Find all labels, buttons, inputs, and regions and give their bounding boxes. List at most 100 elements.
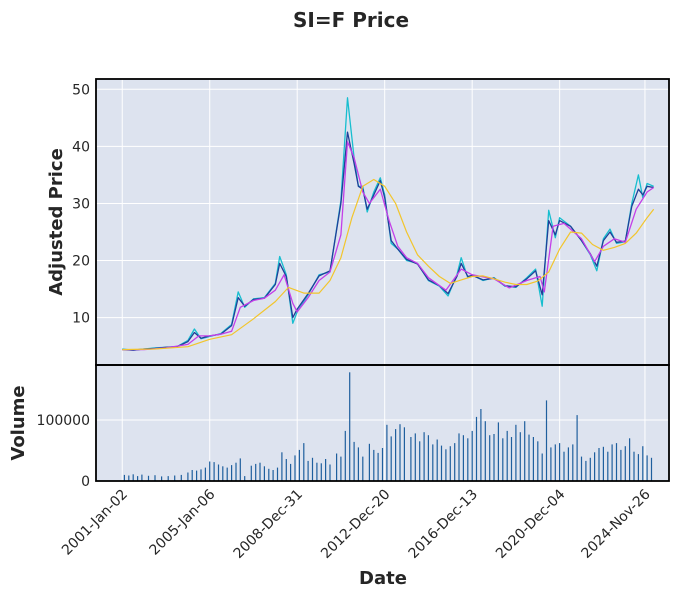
volume-bar bbox=[255, 463, 257, 481]
volume-bar bbox=[607, 451, 609, 481]
x-axis-label: Date bbox=[359, 568, 407, 589]
volume-bar bbox=[585, 460, 587, 481]
volume-bar bbox=[316, 462, 318, 481]
volume-bar bbox=[235, 462, 237, 481]
price-y-tick-label: 30 bbox=[72, 196, 90, 212]
volume-bar bbox=[167, 476, 169, 481]
volume-bar bbox=[200, 469, 202, 481]
volume-bar bbox=[440, 445, 443, 481]
volume-bar bbox=[123, 474, 125, 481]
volume-bar bbox=[196, 470, 198, 481]
volume-bar bbox=[602, 446, 604, 481]
volume-bar bbox=[298, 449, 300, 481]
volume-bar bbox=[419, 441, 421, 481]
volume-bar bbox=[132, 474, 134, 481]
volume-bar bbox=[191, 470, 193, 481]
volume-bar bbox=[231, 465, 233, 481]
volume-bar bbox=[432, 444, 434, 481]
price-y-tick-label: 40 bbox=[72, 139, 90, 155]
price-y-ticks: 10 20 30 40 50 bbox=[72, 82, 90, 326]
volume-bar bbox=[395, 429, 397, 481]
volume-bar bbox=[629, 438, 631, 481]
volume-bar bbox=[325, 459, 327, 481]
volume-bar bbox=[510, 437, 513, 481]
volume-bar bbox=[414, 433, 416, 481]
volume-bar bbox=[489, 435, 491, 481]
volume-bar bbox=[506, 430, 508, 481]
price-panel: 10 20 30 40 50 Adjusted Price bbox=[46, 79, 669, 365]
volume-panel-frame bbox=[95, 364, 670, 482]
volume-bar bbox=[515, 424, 517, 481]
volume-bar bbox=[624, 446, 626, 481]
x-tick-label: 2001-Jan-02 bbox=[59, 487, 131, 559]
volume-bar bbox=[646, 455, 648, 481]
price-series-line-2 bbox=[122, 131, 654, 351]
volume-bar bbox=[589, 457, 591, 481]
volume-bar bbox=[454, 443, 456, 481]
volume-bar bbox=[650, 457, 653, 481]
volume-bar bbox=[259, 462, 261, 481]
volume-bar bbox=[519, 432, 521, 481]
volume-bar bbox=[493, 434, 495, 481]
volume-bar bbox=[386, 424, 388, 481]
volume-bar bbox=[204, 467, 206, 481]
volume-bar bbox=[290, 463, 292, 481]
volume-bar bbox=[244, 476, 246, 481]
price-series-line-3 bbox=[122, 141, 655, 351]
volume-bar bbox=[497, 422, 499, 481]
volume-bar bbox=[436, 439, 438, 481]
volume-bar bbox=[633, 451, 635, 481]
volume-panel: 0 100000 Volume bbox=[8, 365, 669, 490]
volume-bar bbox=[353, 441, 355, 481]
volume-bar bbox=[528, 434, 530, 481]
volume-bar bbox=[128, 475, 130, 481]
volume-bar bbox=[563, 451, 565, 481]
volume-bar bbox=[545, 400, 548, 481]
volume-bar bbox=[524, 421, 526, 481]
x-tick-label: 2024-Nov-26 bbox=[578, 486, 653, 561]
x-axis-ticks: 2001-Jan-02 2005-Jan-06 2008-Dec-31 2012-De… bbox=[59, 486, 654, 561]
volume-bar bbox=[340, 456, 342, 481]
volume-bar bbox=[209, 461, 211, 481]
volume-bar bbox=[263, 466, 265, 481]
volume-bar bbox=[272, 470, 274, 481]
volume-bar bbox=[213, 462, 215, 481]
volume-bar bbox=[222, 466, 224, 481]
volume-bar bbox=[611, 444, 613, 481]
volume-bar bbox=[239, 458, 241, 481]
volume-bar bbox=[368, 443, 370, 481]
volume-bar bbox=[357, 447, 359, 481]
volume-bar bbox=[475, 416, 478, 481]
volume-bar bbox=[399, 424, 401, 481]
x-tick-label: 2012-Dec-20 bbox=[318, 487, 393, 562]
x-tick-label: 2016-Dec-13 bbox=[406, 487, 481, 562]
volume-bar bbox=[285, 459, 287, 481]
volume-bar bbox=[154, 475, 156, 481]
volume-bar bbox=[642, 446, 644, 481]
volume-bar bbox=[187, 472, 189, 481]
x-tick-label: 2020-Dec-04 bbox=[493, 486, 568, 561]
volume-bar bbox=[567, 447, 569, 481]
volume-bar bbox=[377, 452, 379, 481]
volume-bar bbox=[550, 447, 552, 481]
volume-bar bbox=[250, 465, 252, 481]
price-y-tick-label: 10 bbox=[72, 311, 90, 327]
volume-bar bbox=[349, 372, 351, 481]
volume-bar bbox=[311, 457, 314, 481]
volume-bar bbox=[480, 409, 482, 481]
volume-bar bbox=[320, 463, 322, 481]
volume-bar bbox=[390, 436, 392, 481]
price-y-axis-label: Adjusted Price bbox=[46, 148, 67, 296]
volume-bar bbox=[381, 448, 384, 481]
volume-bar bbox=[410, 437, 412, 481]
price-lines bbox=[122, 97, 655, 351]
volume-bar bbox=[147, 475, 150, 481]
volume-bar bbox=[572, 444, 574, 481]
volume-bar bbox=[467, 438, 469, 481]
volume-y-tick-label: 0 bbox=[81, 474, 90, 490]
volume-bar bbox=[458, 433, 460, 481]
volume-bar bbox=[471, 430, 473, 481]
price-y-tick-label: 50 bbox=[72, 82, 90, 98]
volume-bar bbox=[403, 427, 405, 481]
